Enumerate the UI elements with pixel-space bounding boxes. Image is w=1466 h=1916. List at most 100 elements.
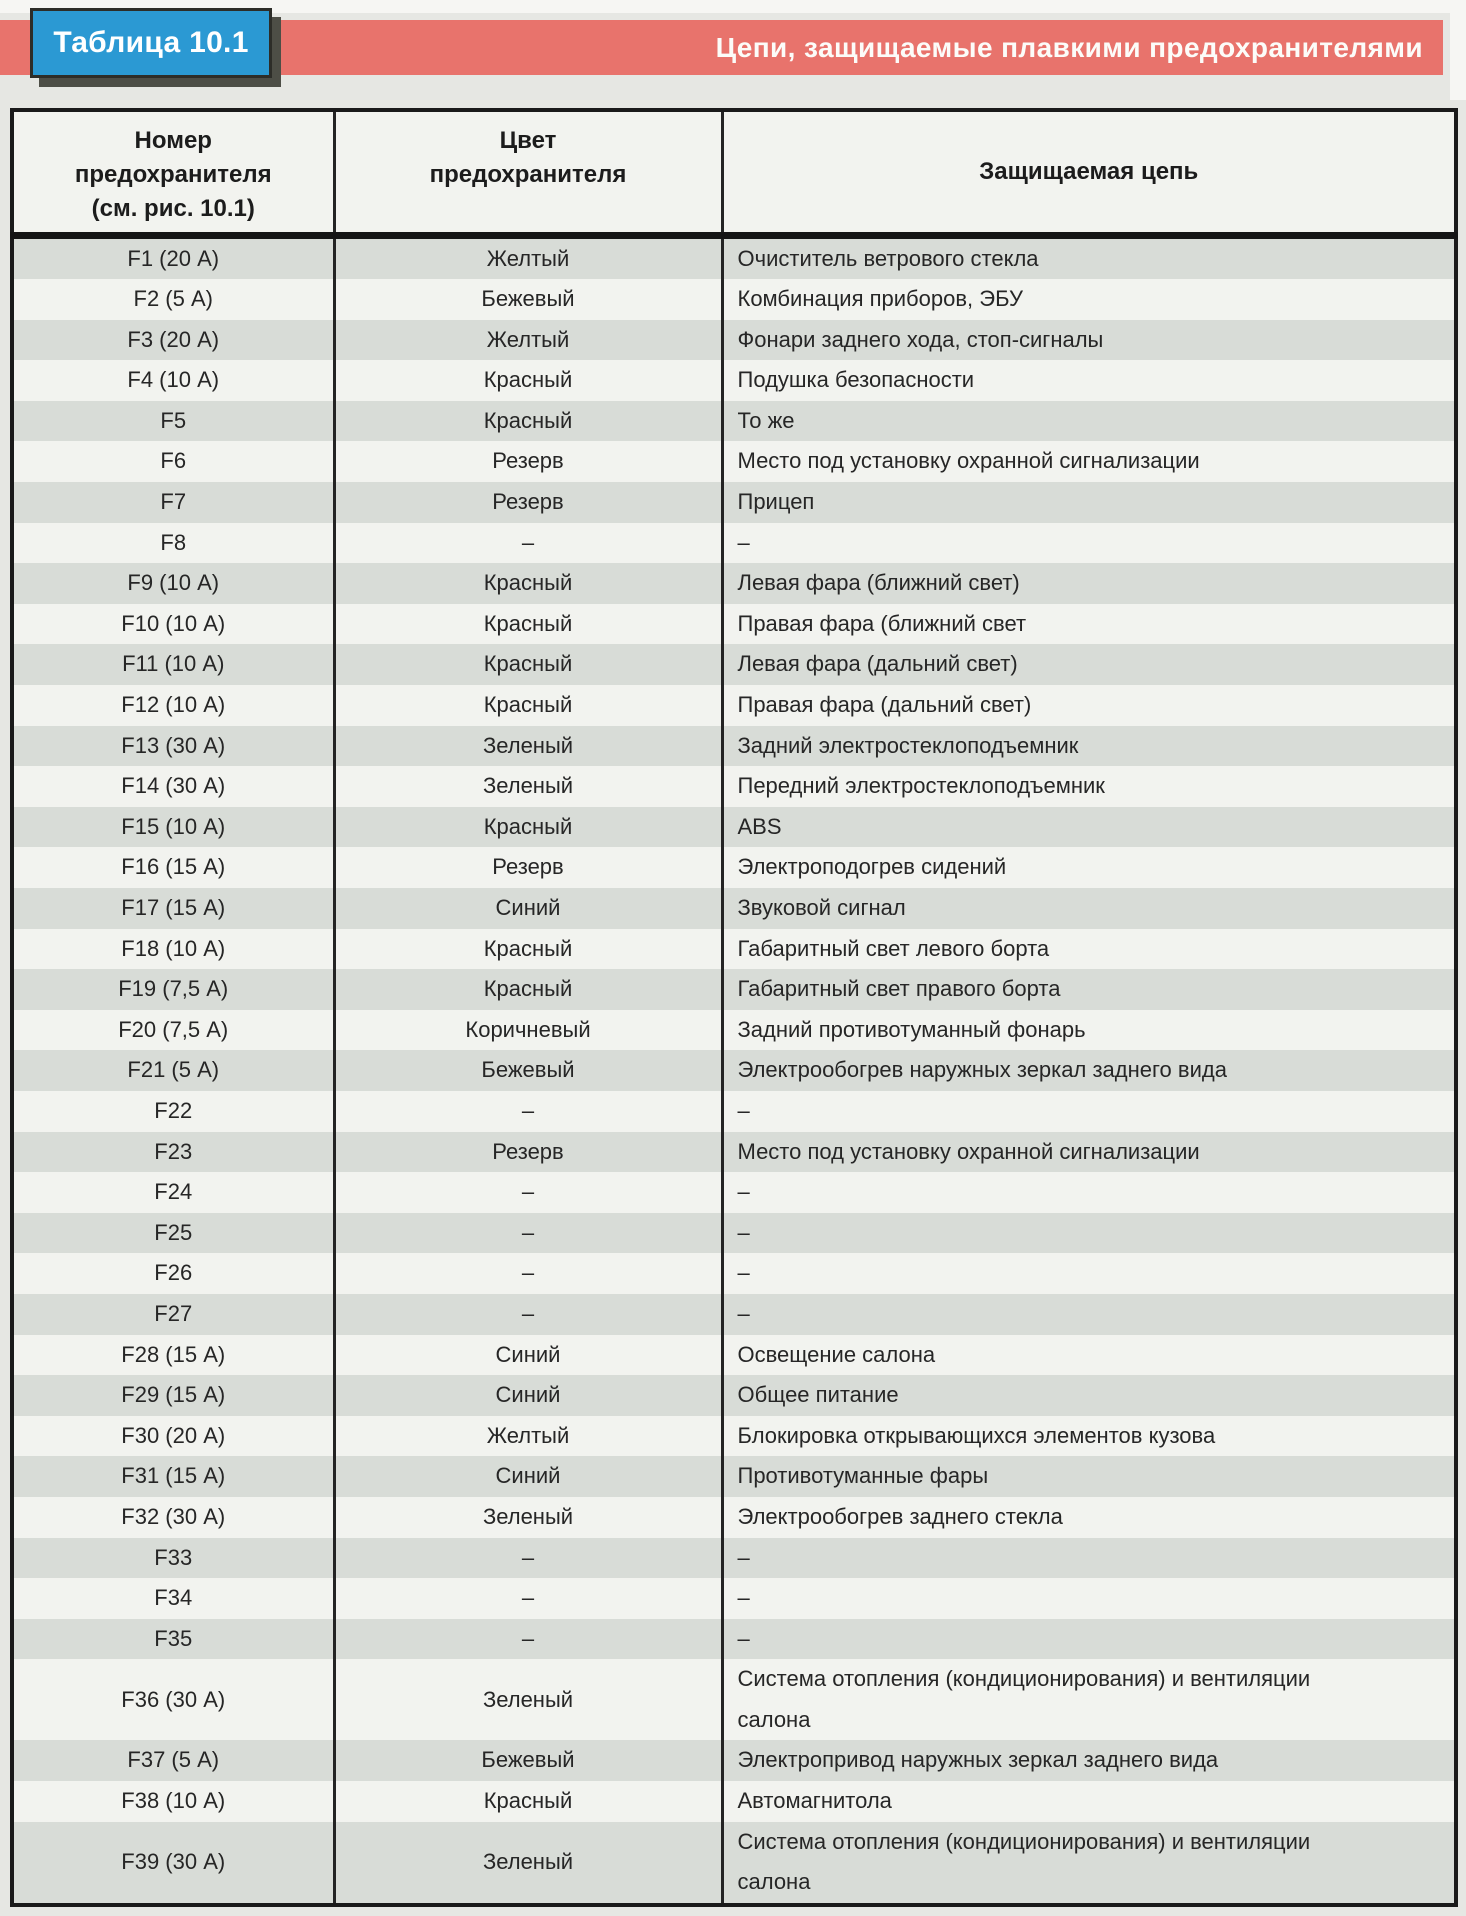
fuse-color: Синий <box>332 1375 722 1416</box>
page-top-margin <box>0 0 1466 13</box>
protected-circuit: Правая фара (ближний свет <box>720 603 1456 645</box>
fuse-number: F23 <box>154 1138 193 1164</box>
fuse-number: F26 <box>154 1260 193 1286</box>
table-row: F17 (15 А) Синий Звуковой сигнал <box>12 888 1456 929</box>
protected-circuit: Задний противотуманный фонарь <box>720 1009 1456 1051</box>
table-row: F7 Резерв Прицеп <box>12 482 1456 523</box>
fuse-number: F25 <box>154 1219 193 1245</box>
fuse-number: F8 <box>160 529 187 555</box>
fuse-color: Зеленый <box>332 1659 722 1741</box>
fuse-number: F27 <box>154 1300 193 1326</box>
fuse-color: Желтый <box>332 1415 722 1457</box>
fuse-number: F22 <box>154 1097 193 1123</box>
fuse-color: Резерв <box>332 482 722 523</box>
fuse-color: Зеленый <box>332 1496 722 1538</box>
table-row: F34 – – <box>12 1578 1456 1619</box>
fuse-number: F9 (10 А) <box>127 570 220 596</box>
fuse-color: – <box>332 1537 722 1579</box>
fuse-table: Номер предохранителя (см. рис. 10.1) Цве… <box>10 108 1458 1907</box>
table-row: F5 Красный То же <box>12 400 1456 442</box>
table-row: F4 (10 А) Красный Подушка безопасности <box>12 360 1456 401</box>
fuse-table-body: F1 (20 А) Желтый Очиститель ветрового стек… <box>12 235 1456 1905</box>
table-row: F26 – – <box>12 1253 1456 1294</box>
fuse-number: F1 (20 А) <box>127 245 220 271</box>
protected-circuit: – <box>720 1212 1456 1254</box>
table-row: F37 (5 А) Бежевый Электропривод наружных з… <box>12 1740 1456 1782</box>
protected-circuit: ABS <box>720 806 1456 848</box>
protected-circuit: Автомагнитола <box>720 1781 1456 1822</box>
table-row: F2 (5 А) Бежевый Комбинация приборов, ЭБУ <box>12 279 1456 320</box>
fuse-color: Зеленый <box>332 766 722 807</box>
fuse-color: Бежевый <box>332 1050 722 1091</box>
fuse-color: Коричневый <box>332 1009 722 1051</box>
table-row: F13 (30 А) Зеленый Задний электростеклопод… <box>12 725 1456 767</box>
table-row: F23 Резерв Место под установку охранной си… <box>12 1131 1456 1173</box>
fuse-color: Бежевый <box>332 1740 722 1782</box>
table-title: Цепи, защищаемые плавкими предохранителя… <box>715 31 1423 63</box>
fuse-color: – <box>332 1090 722 1132</box>
fuse-color: Красный <box>332 928 722 970</box>
fuse-color: – <box>332 1212 722 1254</box>
fuse-color: Красный <box>332 685 722 726</box>
protected-circuit: Прицеп <box>720 482 1456 523</box>
table-row: F30 (20 А) Желтый Блокировка открывающихся… <box>12 1415 1456 1457</box>
protected-circuit: Фонари заднего хода, стоп-сигналы <box>720 319 1456 361</box>
fuse-table-header: Номер предохранителя (см. рис. 10.1) Цве… <box>12 110 1456 235</box>
fuse-number: F5 <box>160 407 187 433</box>
table-row: F20 (7,5 А) Коричневый Задний противотуман… <box>12 1009 1456 1051</box>
fuse-number: F7 <box>160 489 187 515</box>
fuse-number: F33 <box>154 1544 193 1570</box>
fuse-color: Резерв <box>332 441 722 483</box>
col-header-protected-circuit: Защищаемая цепь <box>720 110 1456 235</box>
page-right-margin <box>1450 0 1466 100</box>
protected-circuit: – <box>720 1293 1456 1335</box>
table-row: F25 – – <box>12 1212 1456 1254</box>
fuse-color: – <box>332 1293 722 1335</box>
protected-circuit: Освещение салона <box>720 1334 1456 1376</box>
fuse-number: F34 <box>154 1585 193 1611</box>
protected-circuit: Габаритный свет левого борта <box>720 928 1456 970</box>
col-header-fuse-color: Цвет предохранителя <box>332 110 722 235</box>
fuse-number: F29 (15 А) <box>121 1382 226 1408</box>
fuse-number: F19 (7,5 А) <box>118 976 229 1002</box>
fuse-number: F28 (15 А) <box>121 1341 226 1367</box>
fuse-number: F24 <box>154 1179 193 1205</box>
fuse-color: Красный <box>332 603 722 645</box>
table-number-badge: Таблица 10.1 <box>30 8 272 78</box>
protected-circuit: – <box>720 1578 1456 1619</box>
table-row: F36 (30 А) Зеленый Система отопления (конд… <box>12 1659 1456 1741</box>
table-row: F1 (20 А) Желтый Очиститель ветрового стек… <box>12 235 1456 280</box>
fuse-color: Красный <box>332 969 722 1010</box>
table-row: F15 (10 А) Красный ABS <box>12 806 1456 848</box>
protected-circuit: Правая фара (дальний свет) <box>720 685 1456 726</box>
protected-circuit: – <box>720 1253 1456 1294</box>
fuse-number: F37 (5 А) <box>127 1747 220 1773</box>
protected-circuit: Подушка безопасности <box>720 360 1456 401</box>
protected-circuit: Система отопления (кондиционирования) и … <box>720 1659 1456 1741</box>
table-row: F33 – – <box>12 1537 1456 1579</box>
fuse-color: Желтый <box>332 319 722 361</box>
fuse-color: Резерв <box>332 1131 722 1173</box>
protected-circuit: Блокировка открывающихся элементов кузов… <box>720 1415 1456 1457</box>
fuse-number: F18 (10 А) <box>121 935 226 961</box>
table-row: F22 – – <box>12 1090 1456 1132</box>
fuse-color: Синий <box>332 1456 722 1497</box>
table-row: F18 (10 А) Красный Габаритный свет левого … <box>12 928 1456 970</box>
fuse-color: Красный <box>332 806 722 848</box>
protected-circuit: Противотуманные фары <box>720 1456 1456 1497</box>
fuse-number: F17 (15 А) <box>121 895 226 920</box>
fuse-number: F10 (10 А) <box>121 610 226 636</box>
protected-circuit: Очиститель ветрового стекла <box>720 235 1456 280</box>
protected-circuit: Место под установку охранной сигнализаци… <box>720 1131 1456 1173</box>
protected-circuit: Место под установку охранной сигнализаци… <box>720 441 1456 483</box>
protected-circuit: – <box>720 1537 1456 1579</box>
fuse-color: Резерв <box>332 847 722 888</box>
fuse-color: Красный <box>332 400 722 442</box>
protected-circuit: Габаритный свет правого борта <box>720 969 1456 1010</box>
fuse-number: F3 (20 А) <box>127 326 220 352</box>
protected-circuit: Задний электростеклоподъемник <box>720 725 1456 767</box>
table-row: F29 (15 А) Синий Общее питание <box>12 1375 1456 1416</box>
fuse-color: Красный <box>332 1781 722 1822</box>
fuse-color: – <box>332 1172 722 1213</box>
fuse-number: F2 (5 А) <box>133 286 213 312</box>
